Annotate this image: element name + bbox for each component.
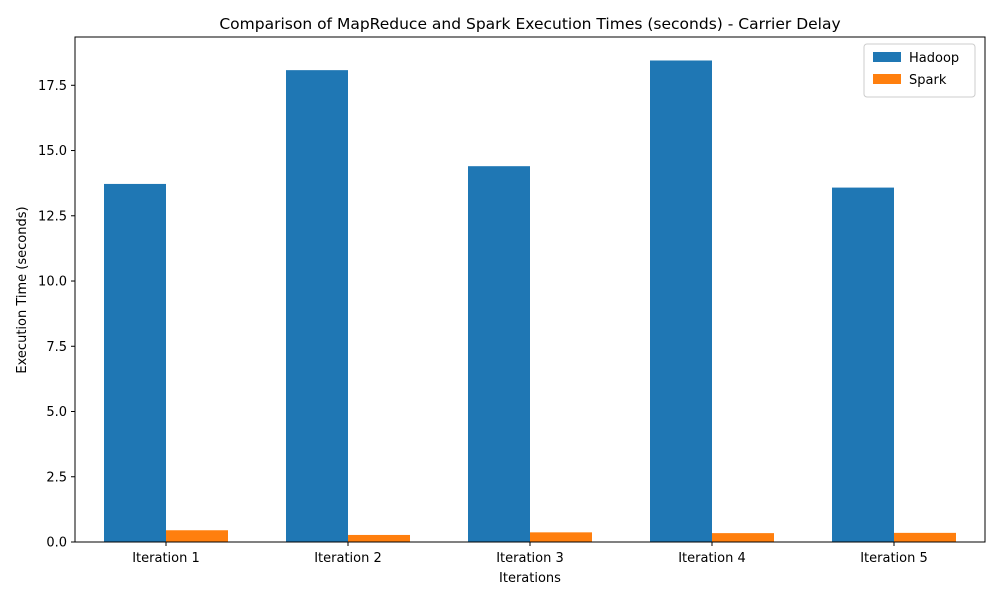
bar-spark-4 [712, 533, 774, 542]
x-tick-label: Iteration 1 [132, 551, 200, 566]
y-tick-label: 10.0 [38, 275, 67, 290]
x-tick-label: Iteration 2 [314, 551, 382, 566]
legend-label-spark: Spark [909, 73, 947, 88]
x-tick-label: Iteration 3 [496, 551, 564, 566]
x-tick-label: Iteration 4 [678, 551, 746, 566]
plot-area: 0.0 2.5 5.0 7.5 10.0 12.5 15.0 17.5 Iteration 1 I… [38, 36, 986, 566]
y-tick-label: 0.0 [46, 536, 67, 551]
legend-swatch-hadoop [873, 52, 901, 62]
bar-hadoop-3 [468, 166, 530, 543]
x-tick-label: Iteration 5 [860, 551, 928, 566]
y-tick-label: 17.5 [38, 79, 67, 94]
x-axis-label: Iterations [499, 571, 561, 586]
y-tick-label: 12.5 [38, 209, 67, 224]
bar-hadoop-5 [832, 187, 894, 543]
legend: Hadoop Spark [863, 43, 976, 98]
bar-hadoop-2 [286, 70, 348, 542]
y-tick-label: 7.5 [46, 340, 67, 355]
bar-spark-2 [348, 534, 410, 542]
chart-title: Comparison of MapReduce and Spark Execut… [219, 15, 840, 33]
y-axis-label: Execution Time (seconds) [15, 206, 30, 373]
bar-spark-3 [530, 532, 592, 542]
bar-spark-1 [166, 530, 228, 542]
bar-hadoop-4 [650, 60, 712, 542]
legend-swatch-spark [873, 74, 901, 84]
legend-label-hadoop: Hadoop [909, 51, 959, 66]
y-tick-label: 15.0 [38, 144, 67, 159]
bar-spark-5 [894, 532, 956, 542]
y-tick-label: 5.0 [46, 405, 67, 420]
bar-hadoop-1 [104, 183, 166, 543]
y-tick-label: 2.5 [46, 470, 67, 485]
